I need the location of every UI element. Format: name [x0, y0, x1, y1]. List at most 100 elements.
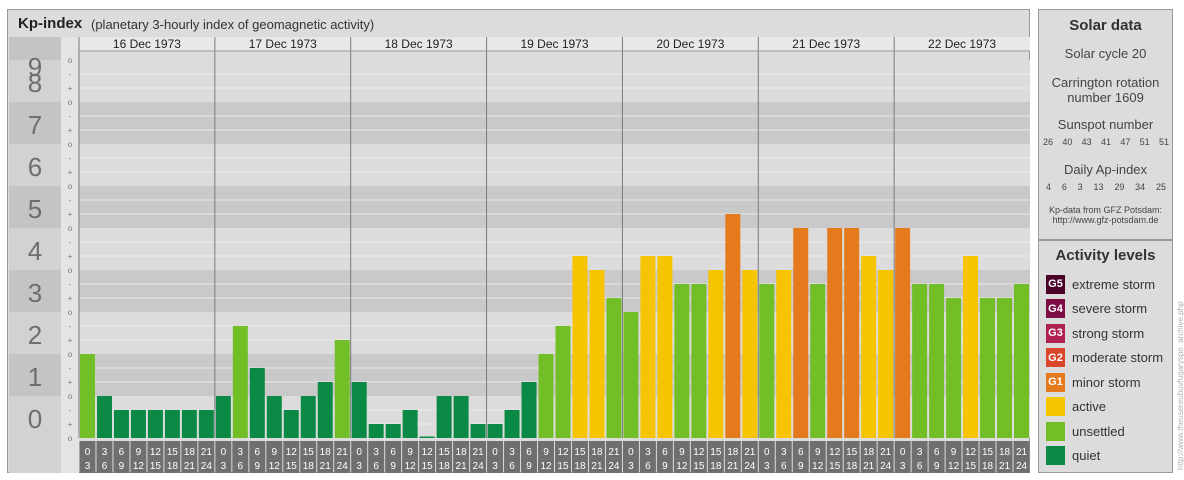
- interval-cell: [1013, 441, 1030, 473]
- interval-start-label: 0: [85, 447, 91, 458]
- day-label: 21 Dec 1973: [792, 37, 860, 51]
- kp-bar: [980, 298, 996, 438]
- activity-levels-title: Activity levels: [1055, 247, 1156, 264]
- interval-cell: [453, 441, 470, 473]
- interval-start-label: 3: [645, 447, 651, 458]
- y-tick-label: 3: [28, 278, 42, 308]
- sunspot-value: 47: [1120, 137, 1131, 147]
- kp-bar: [844, 228, 860, 438]
- interval-start-label: 21: [608, 447, 620, 458]
- y-axis-band: [9, 60, 61, 102]
- kp-bar: [572, 256, 588, 438]
- kp-bar: [657, 256, 673, 438]
- interval-start-label: 9: [679, 447, 685, 458]
- interval-cell: [758, 441, 775, 473]
- minor-tick-symbol: +: [68, 210, 73, 219]
- y-tick-label: 2: [28, 320, 42, 350]
- interval-cell: [826, 441, 843, 473]
- activity-level-item: G4 severe storm: [1046, 299, 1147, 319]
- interval-start-label: 9: [407, 447, 413, 458]
- kp-bar: [521, 382, 537, 438]
- sunspot-value: 51: [1139, 137, 1150, 147]
- interval-start-label: 18: [320, 447, 332, 458]
- interval-start-label: 0: [492, 447, 498, 458]
- ap-index-value: 29: [1114, 182, 1125, 192]
- interval-end-label: 6: [102, 461, 108, 472]
- day-label: 17 Dec 1973: [249, 37, 317, 51]
- minor-tick-symbol: o: [68, 434, 73, 443]
- interval-start-label: 6: [390, 447, 396, 458]
- activity-level-swatch: G4: [1046, 299, 1065, 318]
- interval-start-label: 21: [201, 447, 213, 458]
- kp-bar: [198, 409, 214, 438]
- kp-bar: [232, 325, 248, 438]
- activity-levels-panel: Activity levels G5 extreme storm G4 severe …: [1038, 240, 1173, 473]
- interval-end-label: 9: [798, 461, 804, 472]
- minor-tick-symbol: o: [68, 266, 73, 275]
- interval-start-label: 21: [473, 447, 485, 458]
- interval-end-label: 6: [373, 461, 379, 472]
- sunspot-value: 26: [1043, 137, 1054, 147]
- interval-cell: [962, 441, 979, 473]
- interval-end-label: 9: [390, 461, 396, 472]
- kp-bar: [249, 367, 265, 438]
- interval-cell: [351, 441, 368, 473]
- interval-cell: [741, 441, 758, 473]
- interval-start-label: 0: [628, 447, 634, 458]
- interval-end-label: 21: [320, 461, 332, 472]
- interval-end-label: 3: [764, 461, 770, 472]
- kp-bar: [691, 283, 707, 438]
- interval-start-label: 3: [781, 447, 787, 458]
- data-source-url[interactable]: http://www.gfz-potsdam.de: [1052, 215, 1159, 225]
- interval-cell: [147, 441, 164, 473]
- kp-bar: [793, 228, 809, 438]
- interval-cell: [300, 441, 317, 473]
- ap-index-value: 4: [1046, 182, 1052, 192]
- kp-bar: [725, 214, 741, 438]
- interval-cell: [113, 441, 130, 473]
- interval-cell: [317, 441, 334, 473]
- y-axis-band: [9, 354, 61, 396]
- interval-cell: [96, 441, 113, 473]
- interval-cell: [334, 441, 351, 473]
- interval-cell: [843, 441, 860, 473]
- ap-index-value: 25: [1155, 182, 1166, 192]
- minor-tick-symbol: o: [68, 308, 73, 317]
- interval-cell: [894, 441, 911, 473]
- activity-level-swatch: G1: [1046, 372, 1065, 392]
- watermark-url: http://www.theusereubuvfugaryspo_archive…: [1176, 301, 1184, 470]
- interval-cell: [402, 441, 419, 473]
- day-label: 20 Dec 1973: [656, 37, 724, 51]
- y-axis-band: [9, 270, 61, 312]
- interval-end-label: 18: [439, 461, 451, 472]
- interval-start-label: 9: [272, 447, 278, 458]
- interval-end-label: 3: [356, 461, 362, 472]
- interval-start-label: 0: [221, 447, 227, 458]
- kp-bar: [317, 382, 333, 438]
- interval-cell: [724, 441, 741, 473]
- interval-start-label: 0: [764, 447, 770, 458]
- kp-bar: [895, 228, 911, 438]
- kp-bar: [623, 312, 639, 438]
- interval-start-label: 18: [863, 447, 875, 458]
- interval-start-label: 3: [917, 447, 923, 458]
- y-axis-band: [9, 102, 61, 144]
- kp-bar: [606, 298, 622, 438]
- minor-tick-symbol: -: [69, 322, 72, 331]
- interval-end-label: 12: [812, 461, 824, 472]
- interval-cell: [571, 441, 588, 473]
- interval-start-label: 18: [456, 447, 468, 458]
- minor-tick-symbol: +: [68, 168, 73, 177]
- interval-end-label: 18: [710, 461, 722, 472]
- minor-tick-symbol: -: [69, 154, 72, 163]
- interval-end-label: 9: [662, 461, 668, 472]
- interval-start-label: 12: [557, 447, 569, 458]
- interval-end-label: 6: [645, 461, 651, 472]
- interval-end-label: 6: [238, 461, 244, 472]
- minor-tick-symbol: +: [68, 252, 73, 261]
- interval-start-label: 6: [119, 447, 125, 458]
- minor-tick-symbol: -: [69, 406, 72, 415]
- minor-tick-symbol: -: [69, 70, 72, 79]
- ap-index-value: 6: [1061, 182, 1067, 192]
- y-axis-band: [9, 37, 61, 60]
